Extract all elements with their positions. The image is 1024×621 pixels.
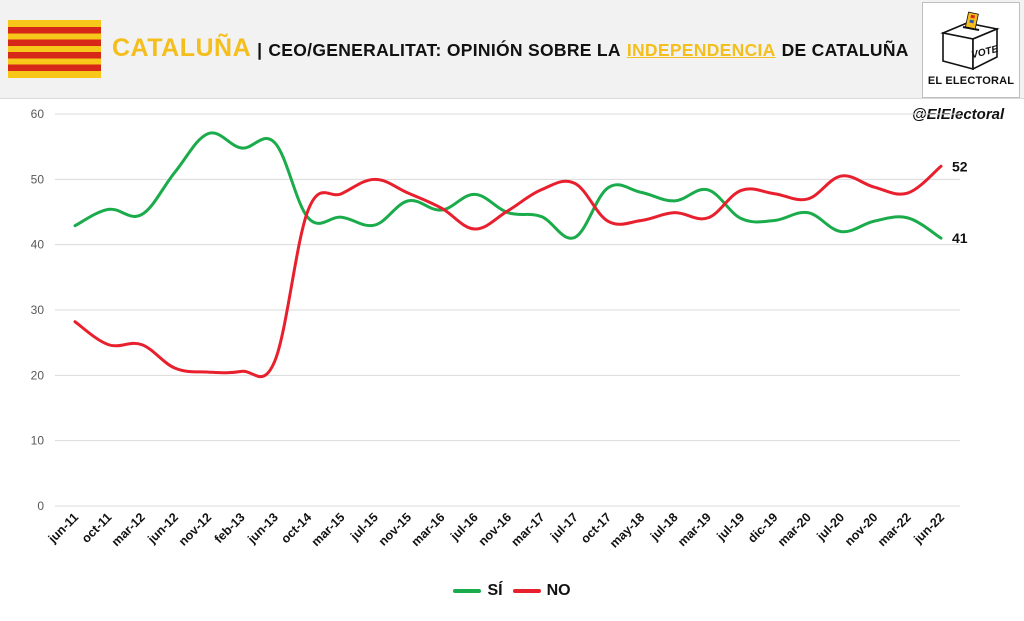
catalan-flag-icon	[8, 20, 101, 78]
end-value-label: 52	[952, 158, 968, 174]
x-tick-label: jun-12	[144, 510, 181, 547]
legend-label: SÍ	[487, 582, 503, 599]
x-tick-label: may-18	[607, 510, 647, 550]
flag-stripe	[8, 52, 101, 59]
logo-brand-text: EL ELECTORAL	[927, 75, 1015, 87]
title-separator: |	[257, 40, 263, 60]
y-tick-label: 20	[31, 368, 45, 382]
x-tick-label: mar-19	[675, 510, 714, 549]
x-tick-label: jun-11	[45, 510, 81, 546]
chart-grid	[55, 113, 960, 507]
y-tick-label: 50	[31, 172, 45, 186]
y-tick-label: 60	[31, 107, 45, 121]
ballot-box-icon: VOTE	[940, 11, 1000, 71]
series-line-si	[73, 131, 943, 240]
header-banner: CATALUÑA | CEO/GENERALITAT: OPINIÓN SOBR…	[0, 0, 1024, 99]
x-tick-label: jul-17	[547, 510, 581, 544]
end-value-label: 41	[952, 230, 968, 246]
region-title: CATALUÑA	[112, 34, 252, 62]
title-highlight: INDEPENDENCIA	[626, 40, 776, 60]
flag-stripe	[8, 64, 101, 71]
x-tick-label: jun-13	[244, 510, 281, 547]
x-tick-label: jun-22	[910, 510, 947, 547]
x-tick-label: mar-17	[509, 510, 548, 549]
page-title: CATALUÑA | CEO/GENERALITAT: OPINIÓN SOBR…	[112, 34, 909, 70]
x-tick-label: nov-16	[476, 510, 514, 548]
y-axis-ticks: 0 10 20 30 40 50 60	[31, 107, 45, 513]
legend-item-no: NO	[512, 582, 571, 600]
x-tick-label: jul-19	[714, 510, 748, 544]
legend-label: NO	[546, 582, 571, 599]
title-suffix: DE CATALUÑA	[781, 40, 909, 60]
brand-logo[interactable]: VOTE EL ELECTORAL	[922, 2, 1020, 98]
x-axis-ticks: jun-11oct-11mar-12jun-12nov-12feb-13jun-…	[45, 510, 947, 550]
flag-stripe	[8, 39, 101, 46]
legend-swatch	[512, 589, 541, 593]
x-tick-label: nov-15	[376, 510, 414, 548]
flag-stripe	[8, 27, 101, 34]
x-tick-label: mar-15	[309, 510, 348, 549]
x-tick-label: mar-20	[775, 510, 814, 549]
x-tick-label: feb-13	[212, 510, 248, 546]
chart-series	[73, 131, 943, 379]
y-tick-label: 30	[31, 303, 45, 317]
series-line-no	[73, 164, 943, 379]
title-prefix: CEO/GENERALITAT: OPINIÓN SOBRE LA	[268, 40, 621, 60]
legend-swatch	[453, 589, 482, 593]
x-tick-label: mar-22	[875, 510, 914, 549]
legend-item-si: SÍ	[453, 582, 503, 600]
y-tick-label: 0	[37, 499, 44, 513]
chart-legend: SÍ NO	[0, 582, 1024, 600]
y-tick-label: 40	[31, 238, 45, 252]
y-tick-label: 10	[31, 434, 45, 448]
line-chart: 0 10 20 30 40 50 60 jun-11oct-11mar-12jun-12no…	[31, 107, 968, 551]
x-tick-label: nov-12	[176, 510, 214, 548]
end-labels: 41 52	[952, 158, 968, 246]
x-tick-label: mar-16	[409, 510, 448, 549]
x-tick-label: mar-12	[109, 510, 148, 549]
x-tick-label: nov-20	[842, 510, 880, 548]
